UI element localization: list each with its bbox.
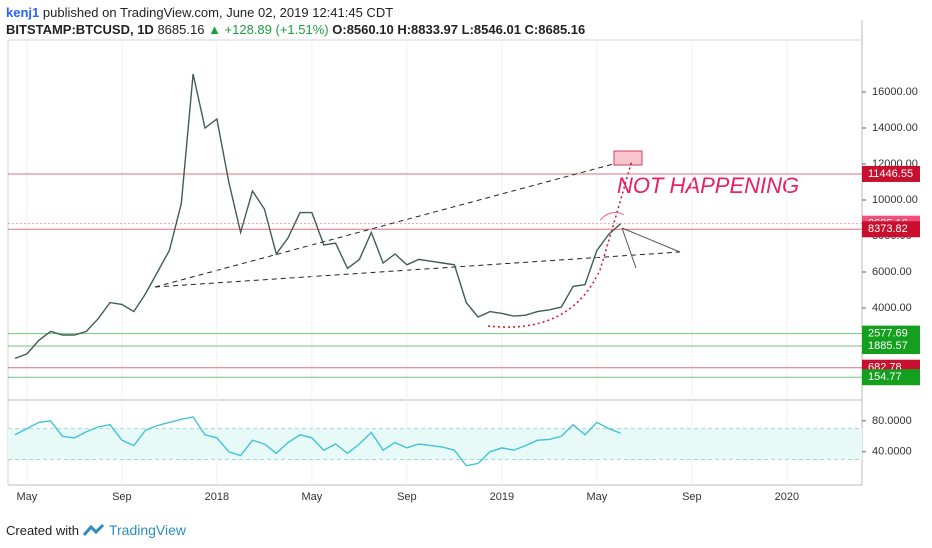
close: C:8685.16 xyxy=(524,22,586,37)
last: 8685.16 xyxy=(157,22,205,37)
level-label-box xyxy=(862,338,920,355)
x-tick-label: 2019 xyxy=(490,491,514,503)
author: kenj1 xyxy=(6,5,40,20)
rsi-line xyxy=(14,416,621,467)
x-tick-label: Sep xyxy=(397,491,417,503)
projection-line xyxy=(621,227,637,269)
level-label: 11446.55 xyxy=(868,168,913,180)
created: Created with xyxy=(6,522,79,538)
header: kenj1 published on TradingView.com, June… xyxy=(6,4,585,38)
level-label-box xyxy=(862,165,920,182)
price-line xyxy=(14,73,622,360)
y-tick-label: 10000.00 xyxy=(872,194,918,206)
level-label-box xyxy=(862,221,920,238)
x-tick-label: Sep xyxy=(682,491,702,503)
x-tick-label: 2018 xyxy=(205,491,229,503)
published: published on TradingView.com, June 02, 2… xyxy=(42,5,394,20)
footer: Created with TradingView xyxy=(6,522,186,538)
level-label-box xyxy=(862,325,920,342)
y-tick-label: 16000.00 xyxy=(872,86,918,98)
trend-line xyxy=(154,158,633,288)
level-label-box xyxy=(862,369,920,386)
level-label: 8373.82 xyxy=(868,223,908,235)
level-label: 2577.69 xyxy=(868,328,908,340)
symbol: BITSTAMP:BTCUSD, 1D xyxy=(6,22,154,37)
rsi-band xyxy=(8,428,862,460)
change: ▲ +128.89 (+1.51%) xyxy=(208,22,329,37)
level-label: 154.77 xyxy=(868,371,902,383)
x-tick-label: 2020 xyxy=(775,491,799,503)
chart: NOT HAPPENING May Sep 2018 May Sep 2019 May Sep… xyxy=(7,20,920,503)
open: O:8560.10 xyxy=(332,22,394,37)
x-tick-label: May xyxy=(16,491,37,503)
arc-path xyxy=(487,159,633,328)
x-tick-label: May xyxy=(586,491,607,503)
top-arc xyxy=(599,211,625,221)
x-tick-label: Sep xyxy=(112,491,132,503)
y-tick-label: 4000.00 xyxy=(872,302,912,314)
y-tick-label: 14000.00 xyxy=(872,122,918,134)
y-tick-label: 6000.00 xyxy=(872,266,912,278)
high: H:8833.97 xyxy=(397,22,459,37)
y-tick-label: 80.0000 xyxy=(872,415,912,427)
trend-line xyxy=(154,251,681,288)
logo xyxy=(82,523,105,536)
annotation: NOT HAPPENING xyxy=(617,173,799,198)
low: L:8546.01 xyxy=(461,22,521,37)
x-tick-label: May xyxy=(301,491,322,503)
level-label: 1885.57 xyxy=(868,340,908,352)
brand: TradingView xyxy=(108,522,187,538)
target-box xyxy=(613,150,643,166)
projection-line xyxy=(621,227,681,253)
y-tick-label: 40.0000 xyxy=(872,446,912,458)
